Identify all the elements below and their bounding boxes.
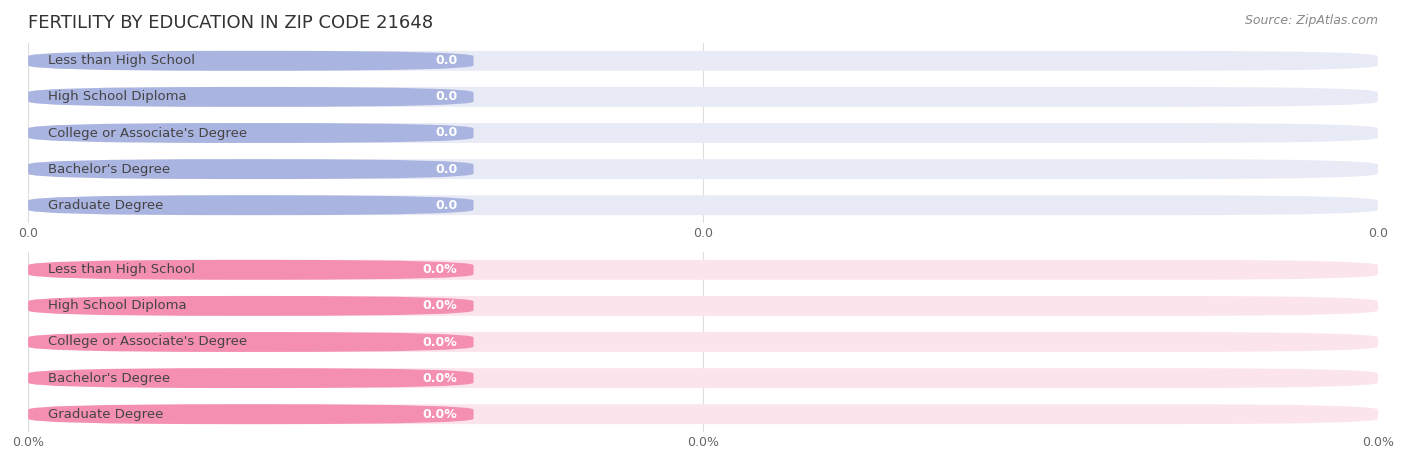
Text: High School Diploma: High School Diploma bbox=[48, 90, 187, 104]
Text: Graduate Degree: Graduate Degree bbox=[48, 408, 163, 421]
FancyBboxPatch shape bbox=[28, 332, 1378, 352]
Text: Less than High School: Less than High School bbox=[48, 263, 195, 276]
FancyBboxPatch shape bbox=[28, 51, 474, 71]
Text: 0.0%: 0.0% bbox=[423, 371, 457, 385]
Text: Less than High School: Less than High School bbox=[48, 54, 195, 67]
FancyBboxPatch shape bbox=[28, 123, 1378, 143]
Text: 0.0: 0.0 bbox=[434, 162, 457, 176]
Text: High School Diploma: High School Diploma bbox=[48, 299, 187, 313]
FancyBboxPatch shape bbox=[28, 87, 474, 107]
FancyBboxPatch shape bbox=[28, 159, 474, 179]
Text: 0.0%: 0.0% bbox=[423, 408, 457, 421]
FancyBboxPatch shape bbox=[28, 260, 1378, 280]
FancyBboxPatch shape bbox=[28, 87, 1378, 107]
FancyBboxPatch shape bbox=[28, 404, 1378, 424]
Text: College or Associate's Degree: College or Associate's Degree bbox=[48, 335, 247, 349]
Text: College or Associate's Degree: College or Associate's Degree bbox=[48, 126, 247, 140]
FancyBboxPatch shape bbox=[28, 195, 1378, 215]
Text: 0.0%: 0.0% bbox=[423, 299, 457, 313]
FancyBboxPatch shape bbox=[28, 296, 474, 316]
FancyBboxPatch shape bbox=[28, 159, 1378, 179]
Text: Source: ZipAtlas.com: Source: ZipAtlas.com bbox=[1244, 14, 1378, 27]
Text: 0.0%: 0.0% bbox=[423, 263, 457, 276]
FancyBboxPatch shape bbox=[28, 123, 474, 143]
FancyBboxPatch shape bbox=[28, 368, 1378, 388]
Text: 0.0: 0.0 bbox=[434, 54, 457, 67]
FancyBboxPatch shape bbox=[28, 260, 474, 280]
FancyBboxPatch shape bbox=[28, 404, 474, 424]
FancyBboxPatch shape bbox=[28, 296, 1378, 316]
Text: Bachelor's Degree: Bachelor's Degree bbox=[48, 162, 170, 176]
Text: 0.0: 0.0 bbox=[434, 126, 457, 140]
FancyBboxPatch shape bbox=[28, 332, 474, 352]
Text: 0.0: 0.0 bbox=[434, 199, 457, 212]
Text: 0.0: 0.0 bbox=[434, 90, 457, 104]
Text: 0.0%: 0.0% bbox=[423, 335, 457, 349]
FancyBboxPatch shape bbox=[28, 195, 474, 215]
Text: Bachelor's Degree: Bachelor's Degree bbox=[48, 371, 170, 385]
FancyBboxPatch shape bbox=[28, 368, 474, 388]
Text: FERTILITY BY EDUCATION IN ZIP CODE 21648: FERTILITY BY EDUCATION IN ZIP CODE 21648 bbox=[28, 14, 433, 32]
Text: Graduate Degree: Graduate Degree bbox=[48, 199, 163, 212]
FancyBboxPatch shape bbox=[28, 51, 1378, 71]
